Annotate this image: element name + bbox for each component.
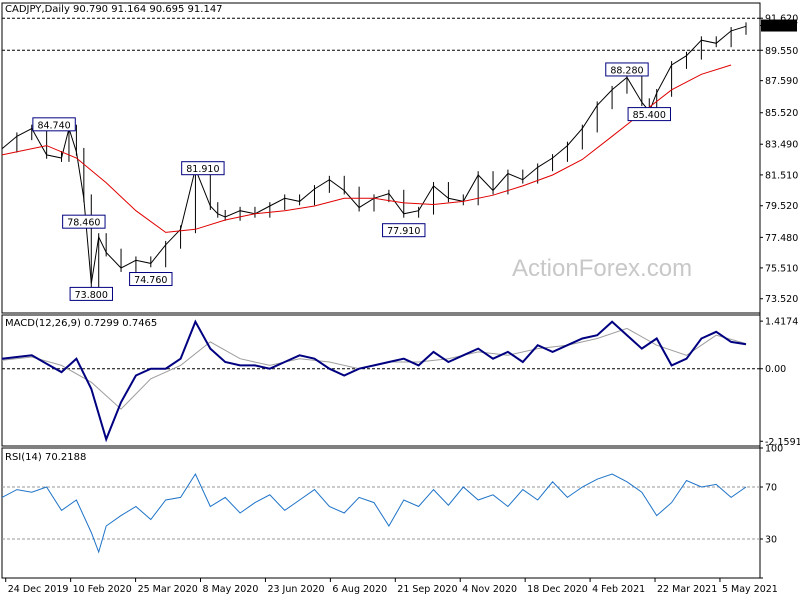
price-annotation-box (69, 286, 113, 301)
macd-panel-frame (1, 314, 761, 447)
macd-y-tick-label: 0.00 (765, 364, 786, 375)
price-annotation-label: 78.460 (62, 214, 106, 229)
macd-line (1, 319, 747, 443)
rsi-line (1, 472, 747, 554)
x-tick-label: 24 Dec 2019 (8, 584, 69, 595)
macd-panel-title: MACD(12,26,9) 0.7299 0.7465 (5, 318, 158, 329)
watermark: ActionForex.com (512, 255, 693, 282)
x-tick-label: 8 May 2020 (203, 584, 259, 595)
x-tick-label: 4 Feb 2021 (592, 584, 645, 595)
current-price-box (761, 19, 797, 32)
x-tick-label: 6 Aug 2020 (332, 584, 387, 595)
macd-y-tick-label: 1.4174 (765, 317, 798, 328)
x-tick-label: 5 May 2021 (722, 584, 778, 595)
price-y-tick-label: 81.510 (765, 170, 798, 181)
price-annotation-label: 85.400 (627, 107, 671, 122)
price-annotation-text: 88.280 (610, 65, 643, 76)
price-annotation-box (605, 62, 649, 77)
x-tick-label: 4 Nov 2020 (462, 584, 517, 595)
price-annotation-box (129, 272, 173, 287)
price-annotation-box (181, 161, 225, 176)
price-close-line (1, 25, 747, 284)
x-tick-label: 18 Dec 2020 (527, 584, 588, 595)
price-annotation-box (32, 117, 76, 132)
price-annotation-text: 81.910 (186, 164, 219, 175)
price-annotation-label: 84.740 (32, 117, 76, 132)
rsi-y-tick-label: 70 (765, 483, 777, 494)
price-panel-title: CADJPY,Daily 90.790 91.164 90.695 91.147 (5, 4, 223, 15)
price-y-tick-label: 79.520 (765, 201, 798, 212)
price-annotation-label: 88.280 (605, 62, 649, 77)
rsi-y-tick-label: 100 (765, 444, 783, 455)
price-y-tick-label: 91.620 (765, 14, 798, 25)
price-annotation-label: 73.800 (69, 286, 113, 301)
price-annotation-label: 81.910 (181, 161, 225, 176)
x-tick-label: 23 Jun 2020 (267, 584, 324, 595)
price-annotation-text: 78.460 (67, 218, 100, 229)
price-y-tick-label: 89.550 (765, 46, 798, 57)
price-annotation-box (62, 214, 106, 229)
price-y-tick-label: 73.520 (765, 294, 798, 305)
price-annotation-label: 77.910 (382, 223, 426, 238)
price-annotation-text: 74.760 (134, 275, 167, 286)
price-y-tick-label: 91.147 (765, 21, 798, 32)
price-annotation-label: 74.760 (129, 272, 173, 287)
price-y-tick-label: 83.490 (765, 140, 798, 151)
x-tick-label: 25 Mar 2020 (138, 584, 198, 595)
price-annotation-box (627, 107, 671, 122)
price-y-tick-label: 85.520 (765, 108, 798, 119)
price-annotation-text: 73.800 (75, 290, 108, 301)
price-annotation-text: 77.910 (387, 226, 420, 237)
x-tick-label: 10 Feb 2020 (73, 584, 132, 595)
price-sma-line (1, 64, 732, 233)
x-tick-label: 21 Sep 2020 (397, 584, 457, 595)
price-annotation-text: 85.400 (633, 110, 666, 121)
x-tick-label: 22 Mar 2021 (657, 584, 717, 595)
macd-y-tick-label: -2.1591 (765, 437, 800, 448)
price-annotation-box (382, 223, 426, 238)
price-y-tick-label: 87.590 (765, 76, 798, 87)
price-y-tick-label: 77.480 (765, 233, 798, 244)
rsi-y-tick-label: 30 (765, 535, 777, 546)
rsi-panel-title: RSI(14) 70.2188 (5, 452, 87, 463)
price-y-tick-label: 75.510 (765, 263, 798, 274)
price-annotation-text: 84.740 (37, 120, 70, 131)
